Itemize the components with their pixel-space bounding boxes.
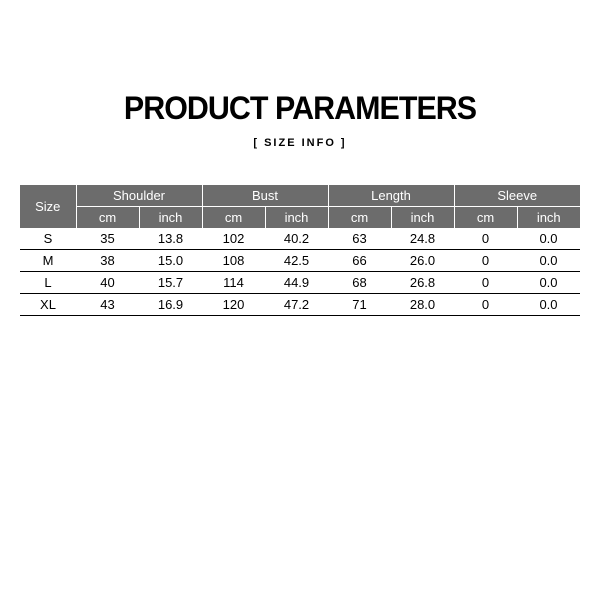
size-table-wrap: Size Shoulder Bust Length Sleeve cm inch… <box>20 185 580 316</box>
table-row: L 40 15.7 114 44.9 68 26.8 0 0.0 <box>20 272 580 294</box>
cell: 26.8 <box>391 272 454 294</box>
cell: 43 <box>76 294 139 316</box>
cell: 26.0 <box>391 250 454 272</box>
cell: 0 <box>454 272 517 294</box>
cell: 68 <box>328 272 391 294</box>
cell: 0 <box>454 228 517 250</box>
cell: 35 <box>76 228 139 250</box>
table-row: S 35 13.8 102 40.2 63 24.8 0 0.0 <box>20 228 580 250</box>
col-size: Size <box>20 185 76 228</box>
unit-cell: cm <box>76 207 139 229</box>
table-row: M 38 15.0 108 42.5 66 26.0 0 0.0 <box>20 250 580 272</box>
header-unit-row: cm inch cm inch cm inch cm inch <box>20 207 580 229</box>
col-shoulder: Shoulder <box>76 185 202 207</box>
cell: 16.9 <box>139 294 202 316</box>
cell: 120 <box>202 294 265 316</box>
cell: 13.8 <box>139 228 202 250</box>
cell: 15.0 <box>139 250 202 272</box>
cell: 28.0 <box>391 294 454 316</box>
col-length: Length <box>328 185 454 207</box>
cell: 40 <box>76 272 139 294</box>
table-body: S 35 13.8 102 40.2 63 24.8 0 0.0 M 38 15… <box>20 228 580 316</box>
cell-size: S <box>20 228 76 250</box>
page-title: PRODUCT PARAMETERS <box>15 90 585 127</box>
unit-cell: cm <box>328 207 391 229</box>
col-bust: Bust <box>202 185 328 207</box>
cell: 24.8 <box>391 228 454 250</box>
cell: 40.2 <box>265 228 328 250</box>
cell: 63 <box>328 228 391 250</box>
header-group-row: Size Shoulder Bust Length Sleeve <box>20 185 580 207</box>
cell: 0 <box>454 294 517 316</box>
table-header: Size Shoulder Bust Length Sleeve cm inch… <box>20 185 580 228</box>
cell: 0.0 <box>517 228 580 250</box>
col-sleeve: Sleeve <box>454 185 580 207</box>
cell: 42.5 <box>265 250 328 272</box>
unit-cell: inch <box>517 207 580 229</box>
unit-cell: inch <box>391 207 454 229</box>
cell: 38 <box>76 250 139 272</box>
table-row: XL 43 16.9 120 47.2 71 28.0 0 0.0 <box>20 294 580 316</box>
cell: 47.2 <box>265 294 328 316</box>
unit-cell: inch <box>139 207 202 229</box>
cell: 71 <box>328 294 391 316</box>
cell: 15.7 <box>139 272 202 294</box>
cell: 0.0 <box>517 272 580 294</box>
unit-cell: cm <box>202 207 265 229</box>
cell: 66 <box>328 250 391 272</box>
page-container: PRODUCT PARAMETERS [ SIZE INFO ] Size Sh… <box>0 0 600 316</box>
cell: 44.9 <box>265 272 328 294</box>
cell: 0.0 <box>517 294 580 316</box>
cell: 0 <box>454 250 517 272</box>
cell: 114 <box>202 272 265 294</box>
unit-cell: inch <box>265 207 328 229</box>
cell: 102 <box>202 228 265 250</box>
cell-size: L <box>20 272 76 294</box>
size-table: Size Shoulder Bust Length Sleeve cm inch… <box>20 185 580 316</box>
cell: 0.0 <box>517 250 580 272</box>
cell-size: XL <box>20 294 76 316</box>
page-subtitle: [ SIZE INFO ] <box>0 137 600 149</box>
cell-size: M <box>20 250 76 272</box>
unit-cell: cm <box>454 207 517 229</box>
cell: 108 <box>202 250 265 272</box>
